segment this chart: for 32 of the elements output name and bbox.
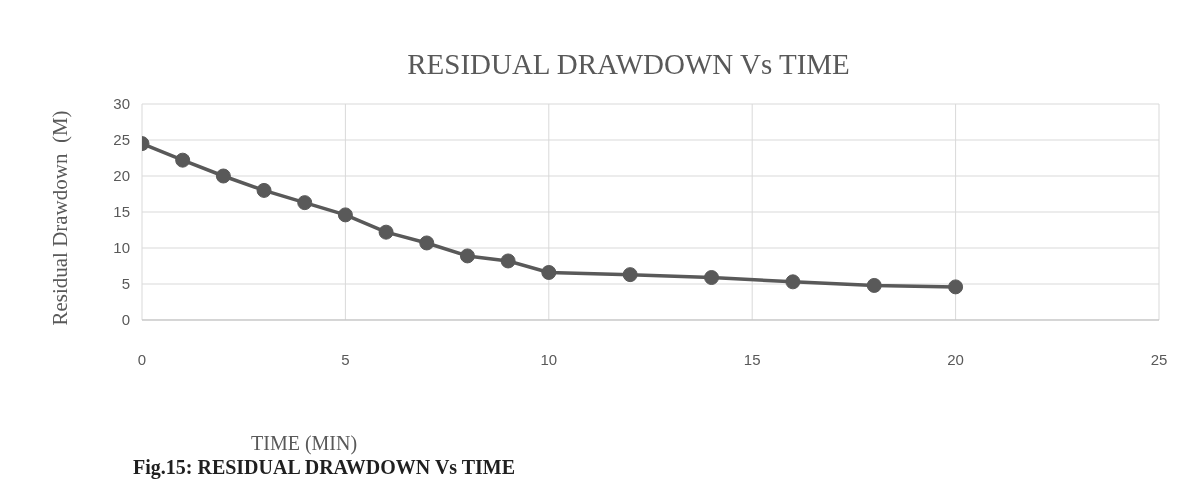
- point: [175, 152, 191, 168]
- x-tick-label: 0: [137, 350, 147, 368]
- point: [378, 224, 394, 240]
- point: [541, 264, 557, 280]
- y-tick-label: 15: [113, 203, 130, 221]
- x-tick-label: 20: [947, 350, 964, 368]
- x-axis-title: TIME (MIN): [251, 432, 358, 455]
- x-tick-label: 15: [743, 350, 761, 368]
- point: [337, 207, 353, 223]
- x-tick-label: 5: [341, 350, 350, 368]
- point: [622, 267, 638, 283]
- point: [866, 277, 882, 293]
- point: [704, 270, 720, 286]
- point: [215, 168, 231, 184]
- point: [785, 274, 801, 290]
- point: [500, 253, 516, 269]
- x-tick-label: 10: [540, 350, 558, 368]
- point: [459, 248, 475, 264]
- y-tick-label: 5: [121, 275, 130, 293]
- point: [419, 235, 435, 251]
- y-tick-label: 25: [113, 131, 130, 149]
- y-axis-title: Residual Drawdown (M): [47, 110, 73, 326]
- point: [256, 182, 272, 198]
- point: [948, 279, 964, 295]
- chart-title: RESIDUAL DRAWDOWN Vs TIME: [406, 48, 851, 81]
- x-tick-label: 25: [1150, 350, 1168, 368]
- y-tick-label: 10: [113, 239, 130, 257]
- y-tick-label: 0: [121, 311, 130, 329]
- y-tick-label: 30: [113, 95, 130, 113]
- y-tick-label: 20: [113, 167, 130, 185]
- caption: Fig.15: RESIDUAL DRAWDOWN Vs TIME: [133, 456, 516, 479]
- point: [297, 195, 313, 211]
